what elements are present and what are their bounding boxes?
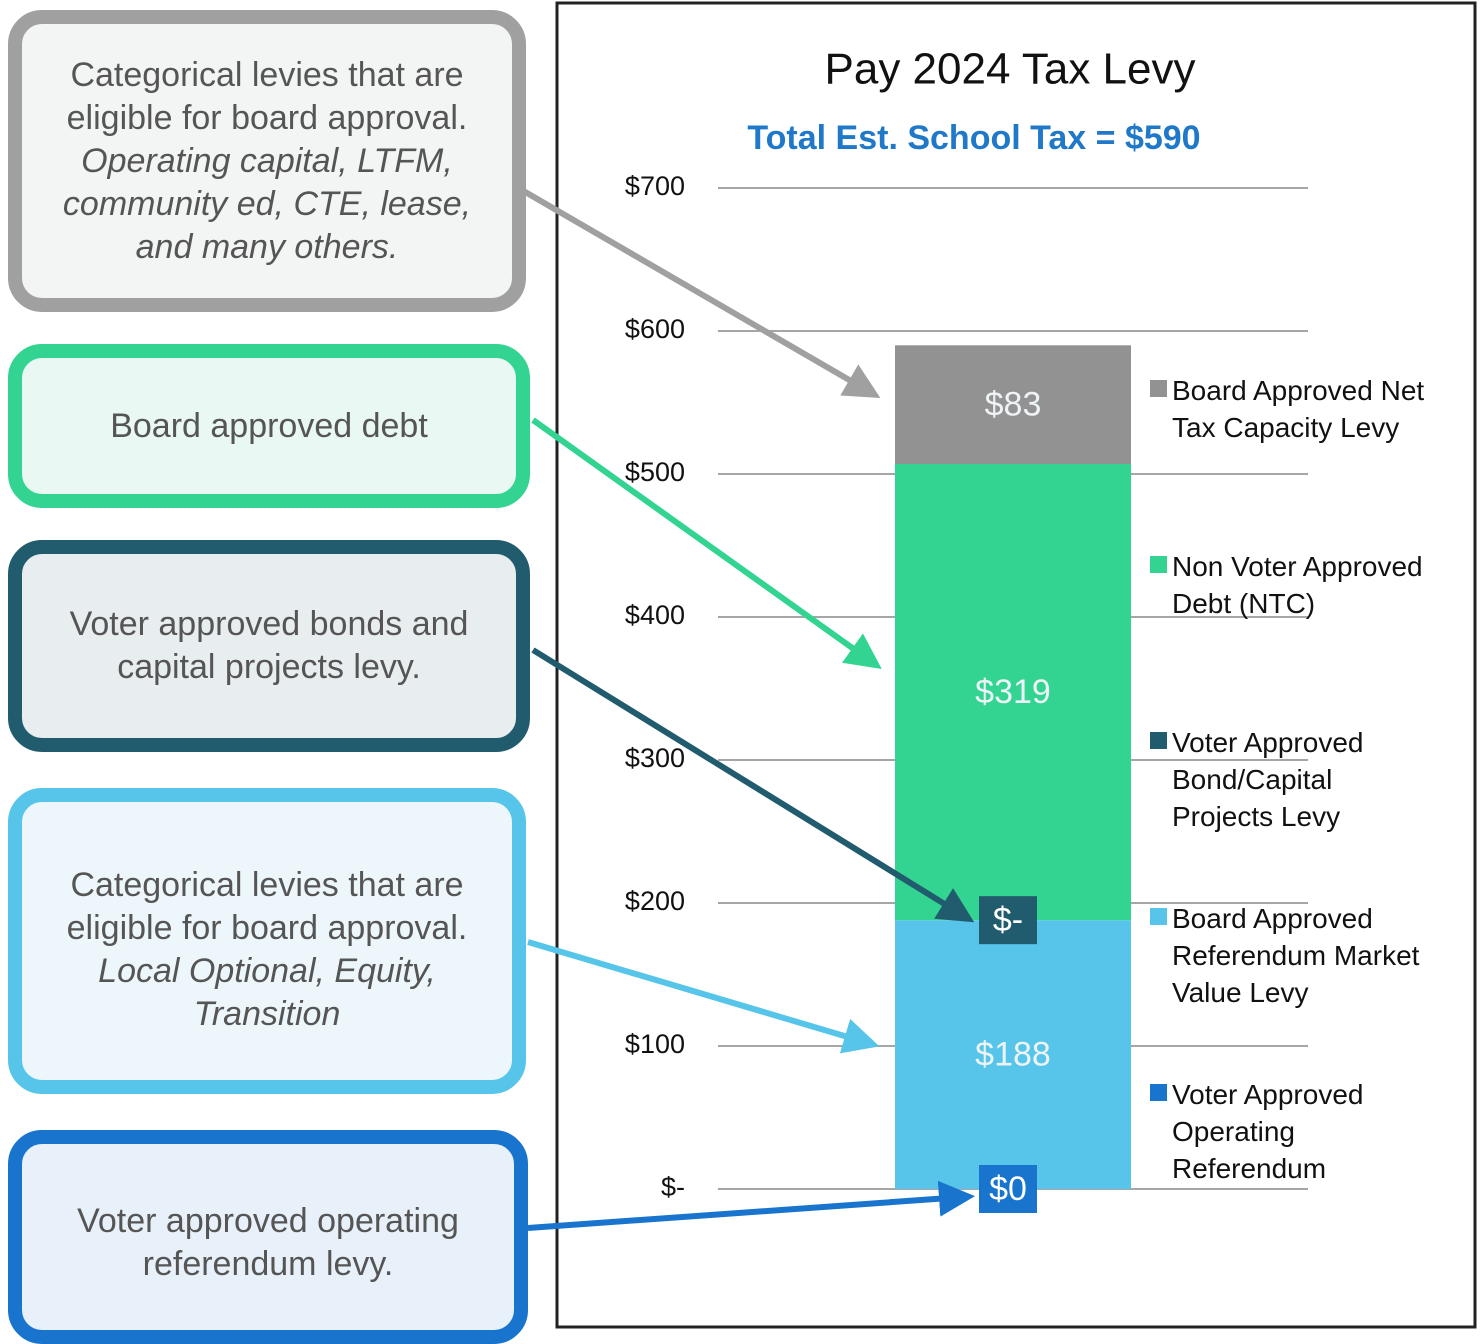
legend-swatch: [1150, 556, 1167, 573]
chart-subtitle: Total Est. School Tax = $590: [747, 119, 1200, 157]
legend-label: Board Approved Net Tax Capacity Levy: [1172, 375, 1425, 443]
legend-label: Board Approved Referendum Market Value L…: [1172, 903, 1420, 1008]
data-label-bg: [979, 1165, 1037, 1213]
legend-label: Non Voter Approved Debt (NTC): [1172, 551, 1423, 619]
callout-text: Voter approved operating referendum levy…: [77, 1202, 459, 1283]
data-label: $-: [993, 901, 1023, 939]
y-tick-label: $400: [625, 600, 685, 630]
legend-swatch: [1150, 732, 1167, 749]
y-tick-label: $700: [625, 171, 685, 201]
bar-segment: [895, 920, 1131, 1189]
y-tick-label: $300: [625, 743, 685, 773]
y-tick-label: $100: [625, 1029, 685, 1059]
callout-text: Categorical levies that are eligible for…: [66, 866, 468, 947]
legend-label: Voter Approved Bond/Capital Projects Lev…: [1172, 727, 1364, 832]
callout-text: Categorical levies that are eligible for…: [66, 55, 468, 137]
y-tick-label: $200: [625, 886, 685, 916]
legend-swatch: [1150, 908, 1167, 925]
callout: Categorical levies that are eligible for…: [8, 10, 526, 312]
data-label-bg: [979, 896, 1037, 945]
arrow: [506, 179, 881, 399]
plot: $- $100 $200 $300 $400 $500 $600 $700 $0 $188 $- $3…: [625, 171, 1308, 1213]
arrow: [527, 1180, 975, 1231]
callout-italic: Local Optional, Equity, Transition: [98, 952, 436, 1033]
data-label: $319: [975, 673, 1051, 711]
callout-text: Voter approved bonds and capital project…: [69, 605, 469, 686]
y-tick-label: $-: [661, 1172, 685, 1202]
chart-title: Pay 2024 Tax Levy: [825, 45, 1196, 94]
callout-text: Board approved debt: [110, 406, 428, 445]
callout-italic: Operating capital, LTFM, community ed, C…: [62, 141, 472, 266]
callout: Categorical levies that are eligible for…: [8, 788, 526, 1094]
y-tick-label: $500: [625, 457, 685, 487]
callout: Voter approved operating referendum levy…: [8, 1130, 528, 1344]
data-label: $83: [985, 386, 1042, 424]
bar-segment: [895, 345, 1131, 464]
arrow: [531, 417, 882, 669]
data-label: $0: [989, 1170, 1027, 1208]
legend-label: Voter Approved Operating Referendum: [1172, 1079, 1364, 1184]
bar-segment: [895, 463, 1131, 921]
data-label: $188: [975, 1036, 1051, 1074]
legend-swatch: [1150, 380, 1167, 397]
legend-swatch: [1150, 1084, 1167, 1101]
arrow: [531, 647, 975, 923]
y-tick-label: $600: [625, 314, 685, 344]
arrows: [506, 179, 975, 1231]
arrow: [527, 939, 880, 1054]
callout: Voter approved bonds and capital project…: [8, 540, 530, 752]
callout: Board approved debt: [8, 344, 530, 508]
